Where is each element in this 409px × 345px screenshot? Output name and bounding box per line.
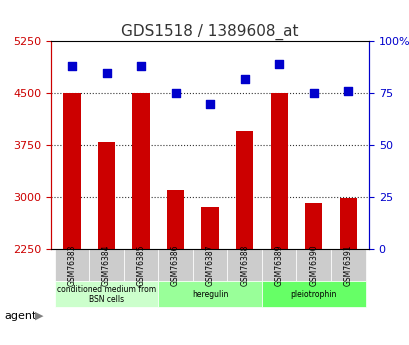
FancyBboxPatch shape bbox=[89, 249, 124, 281]
Bar bbox=[132, 93, 149, 249]
Text: pleiotrophin: pleiotrophin bbox=[290, 290, 336, 299]
Point bbox=[310, 90, 316, 96]
FancyBboxPatch shape bbox=[54, 249, 89, 281]
FancyBboxPatch shape bbox=[296, 249, 330, 281]
Text: GSM76383: GSM76383 bbox=[67, 245, 76, 286]
Text: GSM76391: GSM76391 bbox=[343, 245, 352, 286]
Point bbox=[344, 88, 351, 94]
Text: GSM76386: GSM76386 bbox=[171, 245, 180, 286]
Text: GSM76387: GSM76387 bbox=[205, 245, 214, 286]
Point bbox=[137, 63, 144, 69]
FancyBboxPatch shape bbox=[158, 281, 261, 307]
Text: GSM76390: GSM76390 bbox=[308, 244, 317, 286]
Title: GDS1518 / 1389608_at: GDS1518 / 1389608_at bbox=[121, 24, 298, 40]
Bar bbox=[166, 190, 184, 249]
Text: agent: agent bbox=[4, 311, 36, 321]
Text: GSM76388: GSM76388 bbox=[240, 245, 249, 286]
Text: conditioned medium from
BSN cells: conditioned medium from BSN cells bbox=[57, 285, 156, 304]
Text: GSM76389: GSM76389 bbox=[274, 245, 283, 286]
FancyBboxPatch shape bbox=[54, 281, 158, 307]
Bar bbox=[304, 203, 321, 249]
FancyBboxPatch shape bbox=[261, 281, 365, 307]
Bar bbox=[270, 93, 287, 249]
Text: GSM76384: GSM76384 bbox=[102, 245, 111, 286]
FancyBboxPatch shape bbox=[124, 249, 158, 281]
Bar bbox=[98, 142, 115, 249]
Point bbox=[241, 76, 247, 81]
FancyBboxPatch shape bbox=[330, 249, 365, 281]
Text: heregulin: heregulin bbox=[191, 290, 228, 299]
Bar bbox=[63, 93, 81, 249]
Point bbox=[172, 90, 178, 96]
FancyBboxPatch shape bbox=[261, 249, 296, 281]
FancyBboxPatch shape bbox=[227, 249, 261, 281]
Bar bbox=[236, 131, 253, 249]
Point bbox=[207, 101, 213, 106]
FancyBboxPatch shape bbox=[158, 249, 192, 281]
FancyBboxPatch shape bbox=[192, 249, 227, 281]
Bar bbox=[339, 198, 356, 249]
Point bbox=[69, 63, 75, 69]
Point bbox=[275, 61, 282, 67]
Text: GSM76385: GSM76385 bbox=[136, 245, 145, 286]
Text: ▶: ▶ bbox=[35, 311, 43, 321]
Point bbox=[103, 70, 110, 75]
Bar bbox=[201, 207, 218, 249]
